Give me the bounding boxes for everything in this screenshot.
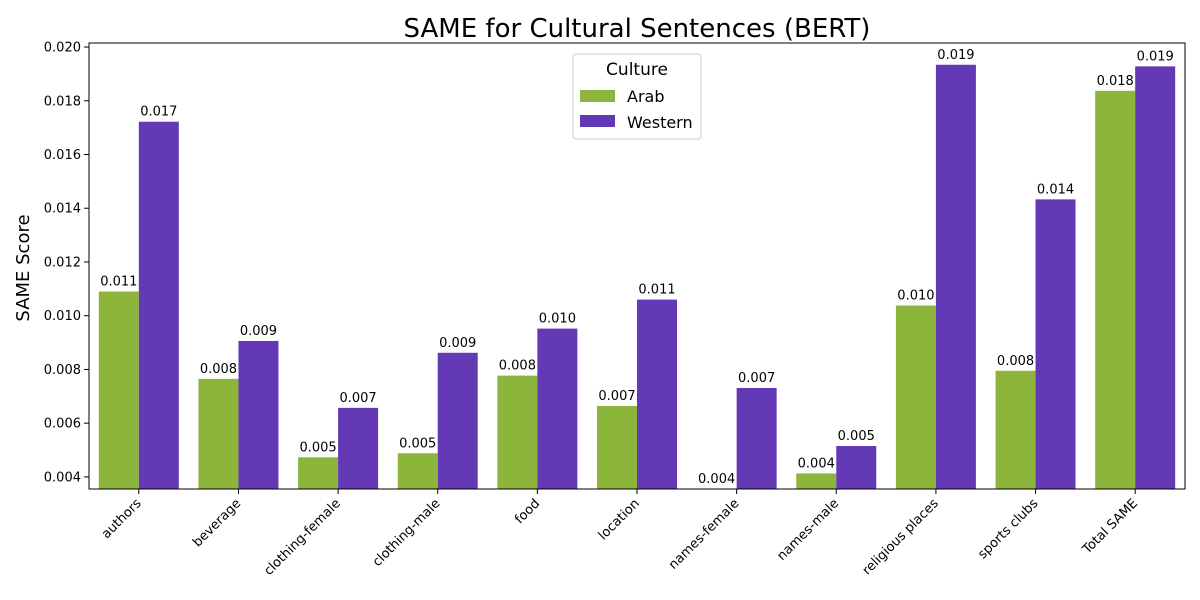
bar-arab-1 [198,378,239,489]
data-label-arab-1: 0.008 [200,362,237,377]
bar-arab-10 [1095,90,1136,489]
y-tick-label-7: 0.018 [44,94,81,109]
legend-title: Culture [606,60,668,80]
bar-western-9 [1035,199,1076,490]
x-tick-label-0: authors [99,496,145,542]
data-label-western-0: 0.017 [140,105,177,120]
x-tick-label-9: sports clubs [975,496,1041,562]
legend-label-western: Western [627,113,693,132]
y-tick-label-6: 0.016 [44,148,81,163]
bar-arab-9 [995,370,1036,489]
data-label-western-10: 0.019 [1137,49,1174,64]
bar-western-8 [935,64,976,490]
bar-arab-2 [298,457,339,489]
x-tick-label-1: beverage [190,496,244,550]
x-tick-label-2: clothing-female [261,496,343,578]
bar-arab-4 [497,375,538,489]
y-tick-label-0: 0.004 [44,470,81,485]
data-label-arab-3: 0.005 [399,436,436,451]
data-label-western-6: 0.007 [738,371,775,386]
bar-western-7 [836,446,877,489]
bar-western-3 [437,352,478,489]
data-label-arab-9: 0.008 [997,354,1034,369]
bar-western-10 [1135,66,1176,490]
data-label-arab-0: 0.011 [100,275,137,290]
bar-arab-7 [796,473,837,489]
data-label-arab-10: 0.018 [1097,74,1134,89]
bar-western-0 [138,121,179,490]
y-axis-label: SAME Score [13,214,34,321]
y-tick-label-3: 0.010 [44,309,81,324]
data-label-western-8: 0.019 [937,48,974,63]
bar-arab-8 [895,305,936,489]
x-tick-label-7: names-male [775,496,843,564]
data-label-western-3: 0.009 [439,336,476,351]
legend-swatch-arab [580,90,615,102]
data-label-western-7: 0.005 [838,429,875,444]
bar-western-4 [537,328,578,489]
bar-arab-5 [597,405,637,489]
data-label-arab-5: 0.007 [598,389,635,404]
legend: Culture Arab Western [572,53,702,140]
data-label-arab-8: 0.010 [897,288,934,303]
chart-title: SAME for Cultural Sentences (BERT) [404,14,871,44]
legend-swatch-western [580,115,615,127]
bar-western-1 [238,340,279,489]
y-tick-label-4: 0.012 [44,255,81,270]
legend-label-arab: Arab [627,87,664,106]
data-label-western-2: 0.007 [339,391,376,406]
x-tick-label-3: clothing-male [370,496,444,570]
data-label-western-1: 0.009 [240,324,277,339]
data-label-arab-4: 0.008 [499,359,536,374]
data-label-arab-2: 0.005 [299,440,336,455]
data-label-arab-7: 0.004 [798,456,835,471]
x-tick-label-4: food [512,496,543,527]
y-tick-label-1: 0.006 [44,417,81,432]
bar-arab-3 [397,453,438,489]
bar-western-2 [338,407,379,489]
x-tick-label-5: location [596,496,643,543]
bar-arab-0 [98,291,139,489]
bar-western-5 [637,299,677,489]
data-label-arab-6: 0.004 [698,472,735,487]
data-label-western-5: 0.011 [638,283,675,298]
y-tick-label-2: 0.008 [44,363,81,378]
y-tick-label-5: 0.014 [44,202,81,217]
data-label-western-9: 0.014 [1037,182,1074,197]
x-tick-label-8: religious places [860,496,942,578]
x-tick-label-6: names-female [666,496,742,572]
x-tick-label-10: Total SAME [1079,496,1141,558]
y-tick-label-8: 0.020 [44,41,81,56]
bar-western-6 [736,387,777,489]
data-label-western-4: 0.010 [539,312,576,327]
